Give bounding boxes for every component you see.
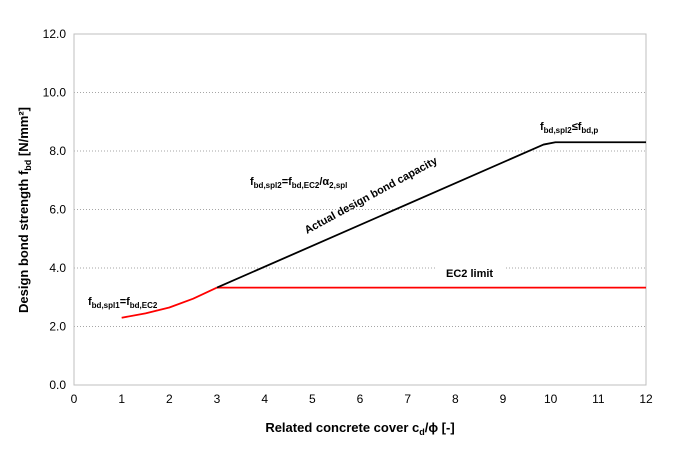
annotation-cap-f: f bbox=[540, 121, 544, 133]
x-axis-title-main: Related concrete cover c bbox=[265, 420, 419, 435]
plot-frame bbox=[73, 33, 647, 386]
annotation-spl1-sub2: bd,EC2 bbox=[130, 301, 158, 310]
annotation-spl1-f: f bbox=[88, 296, 92, 308]
x-axis-title-sub: d bbox=[419, 427, 425, 437]
annotation-spl1: fbd,spl1=fbd,EC2 bbox=[88, 296, 158, 310]
annotation-spl2: fbd,spl2=fbd,EC2/α2,spl bbox=[250, 176, 347, 190]
annotation-spl2-sub1: bd,spl2 bbox=[254, 181, 283, 190]
x-tick-label-6: 6 bbox=[357, 392, 364, 406]
actual-capacity-label: Actual design bond capacity bbox=[303, 155, 441, 237]
annotation-spl2-sub2: bd,EC2 bbox=[292, 181, 320, 190]
series-line-0 bbox=[121, 286, 218, 319]
x-tick-label-1: 1 bbox=[118, 392, 125, 406]
ec2-limit-label: EC2 limit bbox=[446, 268, 493, 280]
x-tick-label-2: 2 bbox=[166, 392, 173, 406]
x-tick-label-4: 4 bbox=[261, 392, 268, 406]
x-tick-label-11: 11 bbox=[592, 392, 605, 406]
y-tick-label-5: 10.0 bbox=[43, 86, 67, 100]
y-tick-label-2: 4.0 bbox=[49, 261, 66, 275]
series-line-2 bbox=[216, 141, 646, 289]
annotation-spl2-f: f bbox=[250, 176, 254, 188]
x-tick-label-3: 3 bbox=[214, 392, 221, 406]
y-axis-title-main: Design bond strength f bbox=[16, 170, 31, 313]
y-tick-label-1: 2.0 bbox=[49, 320, 66, 334]
y-axis-title: Design bond strength fbd [N/mm²] bbox=[16, 107, 33, 313]
annotation-spl1-sub1: bd,spl1 bbox=[92, 301, 121, 310]
annotation-spl1-eq: =f bbox=[120, 296, 130, 308]
ec2-label-bg bbox=[436, 263, 506, 283]
annotation-spl2-eq: =f bbox=[282, 176, 292, 188]
x-tick-label-9: 9 bbox=[500, 392, 507, 406]
x-tick-labels: 0 1 2 3 4 5 6 7 8 9 10 11 12 bbox=[71, 392, 653, 406]
y-tick-label-0: 0.0 bbox=[49, 378, 66, 392]
annotation-spl2-sub3: 2,spl bbox=[329, 181, 347, 190]
x-tick-label-7: 7 bbox=[404, 392, 411, 406]
x-tick-label-12: 12 bbox=[639, 392, 653, 406]
y-tick-label-3: 6.0 bbox=[49, 203, 66, 217]
annotation-spl2-slash: /α bbox=[319, 176, 329, 188]
annotation-cap-eq: ≤f bbox=[572, 121, 582, 133]
y-axis-title-tail: [N/mm²] bbox=[16, 107, 31, 160]
annotation-cap-sub1: bd,spl2 bbox=[544, 126, 573, 135]
x-axis-title-tail: /ϕ [-] bbox=[425, 420, 455, 435]
x-tick-label-5: 5 bbox=[309, 392, 316, 406]
y-tick-label-6: 12.0 bbox=[43, 27, 67, 41]
grid-lines bbox=[74, 92, 646, 327]
y-tick-label-4: 8.0 bbox=[49, 144, 66, 158]
x-tick-label-0: 0 bbox=[71, 392, 78, 406]
annotation-cap: fbd,spl2≤fbd,p bbox=[540, 121, 598, 135]
series-group bbox=[121, 141, 646, 319]
x-tick-label-10: 10 bbox=[544, 392, 558, 406]
y-tick-labels: 0.0 2.0 4.0 6.0 8.0 10.0 12.0 bbox=[43, 27, 67, 392]
x-axis-title: Related concrete cover cd/ϕ [-] bbox=[265, 420, 454, 437]
x-tick-label-8: 8 bbox=[452, 392, 459, 406]
y-axis-title-sub: bd bbox=[23, 160, 33, 171]
annotation-cap-sub2: bd,p bbox=[581, 126, 598, 135]
